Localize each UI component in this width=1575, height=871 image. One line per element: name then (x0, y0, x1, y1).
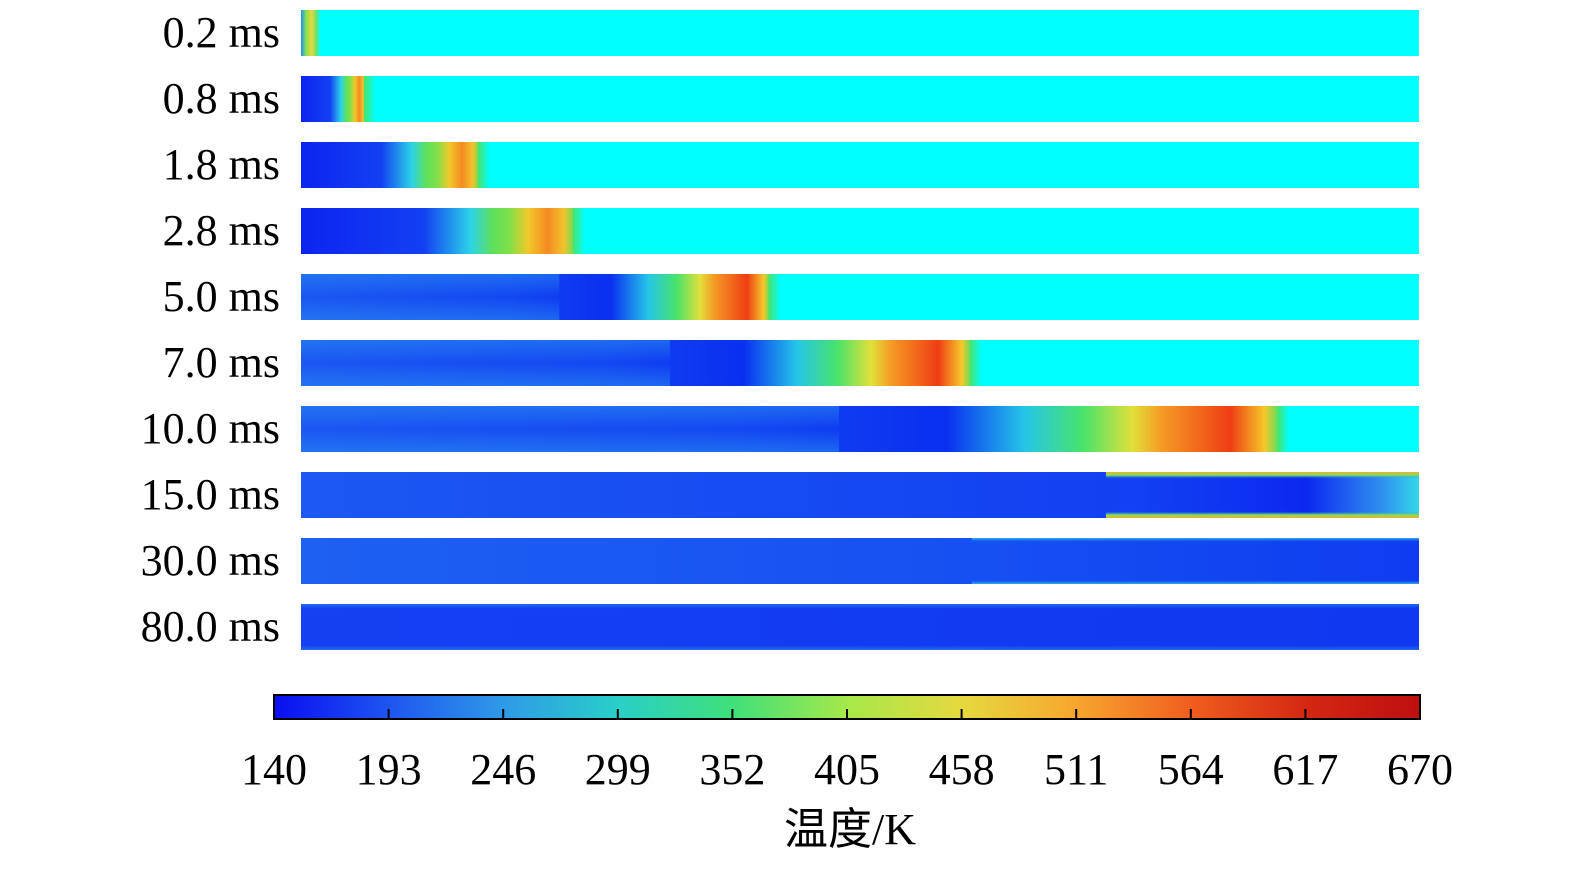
cold-jet-core (301, 142, 480, 188)
colorbar-tick-label: 617 (1272, 745, 1339, 794)
hot-wall-layer (1105, 472, 1419, 518)
row-label: 5.0 ms (162, 272, 280, 321)
front-edge (572, 208, 585, 254)
contour-rows (301, 10, 1419, 650)
front-edge (1277, 406, 1290, 452)
contour-row-6 (301, 406, 1419, 452)
ambient-region (301, 76, 1419, 122)
row-label: 30.0 ms (140, 536, 280, 585)
colorbar (273, 694, 1421, 720)
colorbar-tick-label: 458 (928, 745, 995, 794)
flame-front (301, 10, 321, 56)
row-label: 1.8 ms (162, 140, 280, 189)
row-label: 10.0 ms (140, 404, 280, 453)
cold-jet-core (301, 76, 366, 122)
front-edge (969, 340, 982, 386)
contour-row-7 (301, 472, 1419, 518)
wall-layer (301, 406, 840, 452)
colorbar-tick-label: 670 (1387, 745, 1453, 794)
row-label: 0.2 ms (162, 8, 280, 57)
front-edge (477, 142, 490, 188)
wall-layer (301, 274, 560, 320)
row-label: 2.8 ms (162, 206, 280, 255)
colorbar-tick-label: 352 (699, 745, 766, 794)
wall-layer (301, 340, 670, 386)
row-label: 80.0 ms (140, 602, 280, 651)
ambient-region (301, 10, 1419, 56)
contour-row-5 (301, 340, 1419, 386)
colorbar-tick-label: 405 (814, 745, 880, 794)
colorbar-tick-label: 193 (355, 745, 422, 794)
contour-row-8 (301, 538, 1419, 584)
colorbar-tick-label: 140 (241, 745, 307, 794)
front-edge (768, 274, 781, 320)
contour-row-1 (301, 76, 1419, 122)
cold-jet-core (301, 208, 575, 254)
colorbar-tick-label: 511 (1044, 745, 1109, 794)
colorbar-tick-label: 564 (1157, 745, 1224, 794)
wall-layer (301, 604, 1419, 650)
wall-layer (971, 538, 1419, 584)
colorbar-tick-label: 299 (584, 745, 651, 794)
colorbar-title: 温度/K (784, 805, 916, 854)
row-label: 0.8 ms (162, 74, 280, 123)
contour-row-9 (301, 604, 1419, 650)
contour-row-3 (301, 208, 1419, 254)
row-label: 7.0 ms (162, 338, 280, 387)
front-edge (363, 76, 376, 122)
contour-row-0 (301, 10, 1419, 56)
contour-row-2 (301, 142, 1419, 188)
colorbar-tick-label: 246 (470, 745, 537, 794)
row-label: 15.0 ms (140, 470, 280, 519)
contour-row-4 (301, 274, 1419, 320)
